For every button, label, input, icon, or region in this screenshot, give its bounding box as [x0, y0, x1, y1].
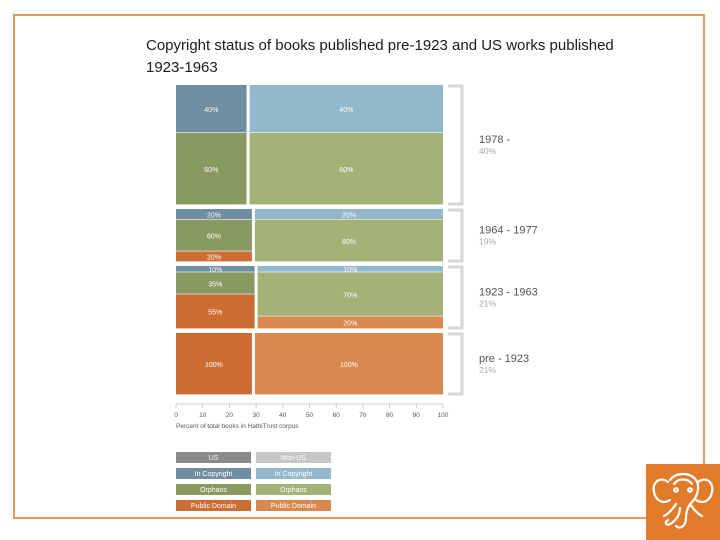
x-tick-label: 80	[386, 412, 394, 419]
mosaic-segment	[176, 266, 255, 272]
legend-label: Public Domain	[271, 503, 316, 510]
mosaic-segment	[176, 333, 252, 395]
legend-swatch	[176, 500, 251, 511]
legend-swatch	[256, 452, 331, 463]
x-tick-label: 10	[199, 412, 207, 419]
segment-label: 10%	[208, 267, 222, 274]
row-label: pre - 1923	[479, 353, 529, 365]
legend-label: Public Domain	[191, 503, 236, 510]
row-bracket	[448, 265, 464, 330]
mosaic-segment	[254, 209, 443, 219]
elephant-logo	[646, 464, 720, 540]
segment-label: 40%	[339, 107, 353, 114]
segment-label: 80%	[342, 239, 356, 246]
elephant-icon	[652, 472, 714, 529]
segment-label: 20%	[207, 212, 221, 219]
legend-swatch	[256, 468, 331, 479]
row-label: 1978 -	[479, 134, 511, 146]
mosaic-segment	[249, 133, 443, 205]
segment-label: 60%	[207, 234, 221, 241]
x-tick-label: 70	[359, 412, 367, 419]
mosaic-segment	[176, 133, 247, 205]
mosaic-segment	[249, 85, 443, 133]
legend-label: Orphans	[200, 487, 227, 494]
segment-label: 100%	[205, 362, 223, 369]
row-label: 1964 - 1977	[479, 225, 538, 237]
row-bracket	[448, 208, 464, 263]
mosaic-segment	[254, 333, 443, 395]
legend-label: In Copyright	[195, 471, 233, 478]
x-tick-label: 40	[279, 412, 287, 419]
x-tick-label: 50	[306, 412, 314, 419]
legend-swatch	[256, 500, 331, 511]
legend-label: Non-US	[281, 455, 306, 462]
legend-label: US	[209, 455, 219, 462]
x-tick-label: 20	[226, 412, 234, 419]
legend-swatch	[176, 484, 251, 495]
legend-swatch	[176, 468, 251, 479]
x-tick-label: 0	[174, 412, 178, 419]
chart-title: Copyright status of books published pre-…	[146, 37, 614, 76]
segment-label: 20%	[343, 321, 357, 328]
row-share: 21%	[479, 365, 496, 375]
row-share: 19%	[479, 237, 496, 247]
mosaic-segment	[257, 266, 443, 272]
x-tick-label: 60	[333, 412, 341, 419]
segment-label: 10%	[343, 267, 357, 274]
mosaic-segment	[176, 209, 252, 219]
mosaic-segment	[254, 219, 443, 262]
mosaic-segment	[257, 272, 443, 316]
segment-label: 100%	[340, 362, 358, 369]
legend-label: Orphans	[280, 487, 307, 494]
row-label: 1923 - 1963	[479, 287, 538, 299]
row-bracket	[448, 332, 464, 396]
x-axis-title: Percent of total books in HathiTrust cor…	[176, 423, 299, 430]
row-share: 40%	[479, 146, 496, 156]
row-bracket	[448, 84, 464, 206]
segment-label: 20%	[342, 212, 356, 219]
segment-label: 60%	[339, 167, 353, 174]
mosaic-segment	[257, 316, 443, 329]
segment-label: 60%	[204, 167, 218, 174]
segment-label: 40%	[204, 107, 218, 114]
x-tick-label: 30	[252, 412, 260, 419]
segment-label: 20%	[207, 255, 221, 262]
mosaic-segment	[176, 219, 252, 251]
legend-swatch	[176, 452, 251, 463]
x-tick-label: 90	[413, 412, 421, 419]
legend-label: In Copyright	[275, 471, 313, 478]
segment-label: 55%	[208, 310, 222, 317]
row-share: 21%	[479, 299, 496, 309]
x-tick-label: 100	[438, 412, 449, 419]
mosaic-segment	[176, 85, 247, 133]
mosaic-segment	[176, 251, 252, 262]
mosaic-segment	[176, 272, 255, 294]
legend-swatch	[256, 484, 331, 495]
slide-frame	[13, 14, 705, 519]
mosaic-segment	[176, 294, 255, 329]
segment-label: 70%	[343, 292, 357, 299]
segment-label: 35%	[208, 281, 222, 288]
